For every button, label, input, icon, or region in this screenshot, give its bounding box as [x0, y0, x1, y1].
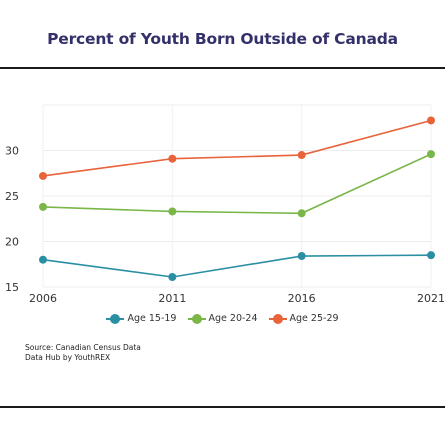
- y-tick-label-20: 20: [5, 236, 19, 249]
- chart-legend: Age 15-19 Age 20-24 Age 25-29: [0, 313, 445, 327]
- legend-label-age-15-19: Age 15-19: [127, 313, 177, 324]
- legend-label-age-25-29: Age 25-29: [289, 313, 339, 324]
- data-point-age-20-24-2011: [168, 207, 177, 216]
- data-point-age-25-29-2011: [168, 154, 177, 163]
- x-tick-label-2016: 2016: [288, 292, 316, 305]
- data-point-age-25-29-2016: [297, 151, 306, 160]
- data-point-age-15-19-2016: [297, 252, 306, 261]
- top-divider: [0, 67, 445, 69]
- x-tick-label-2021: 2021: [417, 292, 445, 305]
- source-note: Source: Canadian Census Data Data Hub by…: [25, 343, 141, 363]
- legend-marker-age-15-19: [106, 313, 125, 324]
- data-point-age-25-29-2006: [39, 171, 47, 180]
- series-line-age-15-19: [42, 254, 432, 278]
- legend-label-age-20-24: Age 20-24: [208, 313, 258, 324]
- legend-item-age-15-19[interactable]: Age 15-19: [106, 313, 176, 324]
- credit-line: Data Hub by YouthREX: [25, 353, 111, 362]
- data-point-age-25-29-2021: [427, 116, 435, 125]
- bottom-divider: [0, 406, 445, 408]
- y-tick-label-30: 30: [5, 145, 19, 158]
- legend-item-age-25-29[interactable]: Age 25-29: [268, 313, 339, 324]
- x-tick-label-2006: 2006: [29, 292, 57, 305]
- legend-marker-age-25-29: [268, 313, 287, 324]
- data-point-age-20-24-2021: [427, 150, 435, 159]
- x-tick-label-2011: 2011: [158, 292, 186, 305]
- data-point-age-15-19-2021: [427, 251, 435, 260]
- series-line-age-20-24: [42, 153, 432, 215]
- legend-marker-age-20-24: [187, 313, 206, 324]
- chart-title: Percent of Youth Born Outside of Canada: [47, 30, 398, 48]
- data-point-age-20-24-2006: [39, 202, 47, 211]
- data-point-age-20-24-2016: [297, 209, 306, 218]
- y-tick-label-25: 25: [5, 190, 19, 203]
- legend-item-age-20-24[interactable]: Age 20-24: [187, 313, 258, 324]
- source-line: Source: Canadian Census Data: [25, 343, 141, 352]
- data-point-age-15-19-2006: [39, 255, 47, 264]
- data-point-age-15-19-2011: [168, 272, 177, 281]
- y-tick-label-15: 15: [5, 281, 19, 294]
- series-line-age-25-29: [42, 119, 432, 177]
